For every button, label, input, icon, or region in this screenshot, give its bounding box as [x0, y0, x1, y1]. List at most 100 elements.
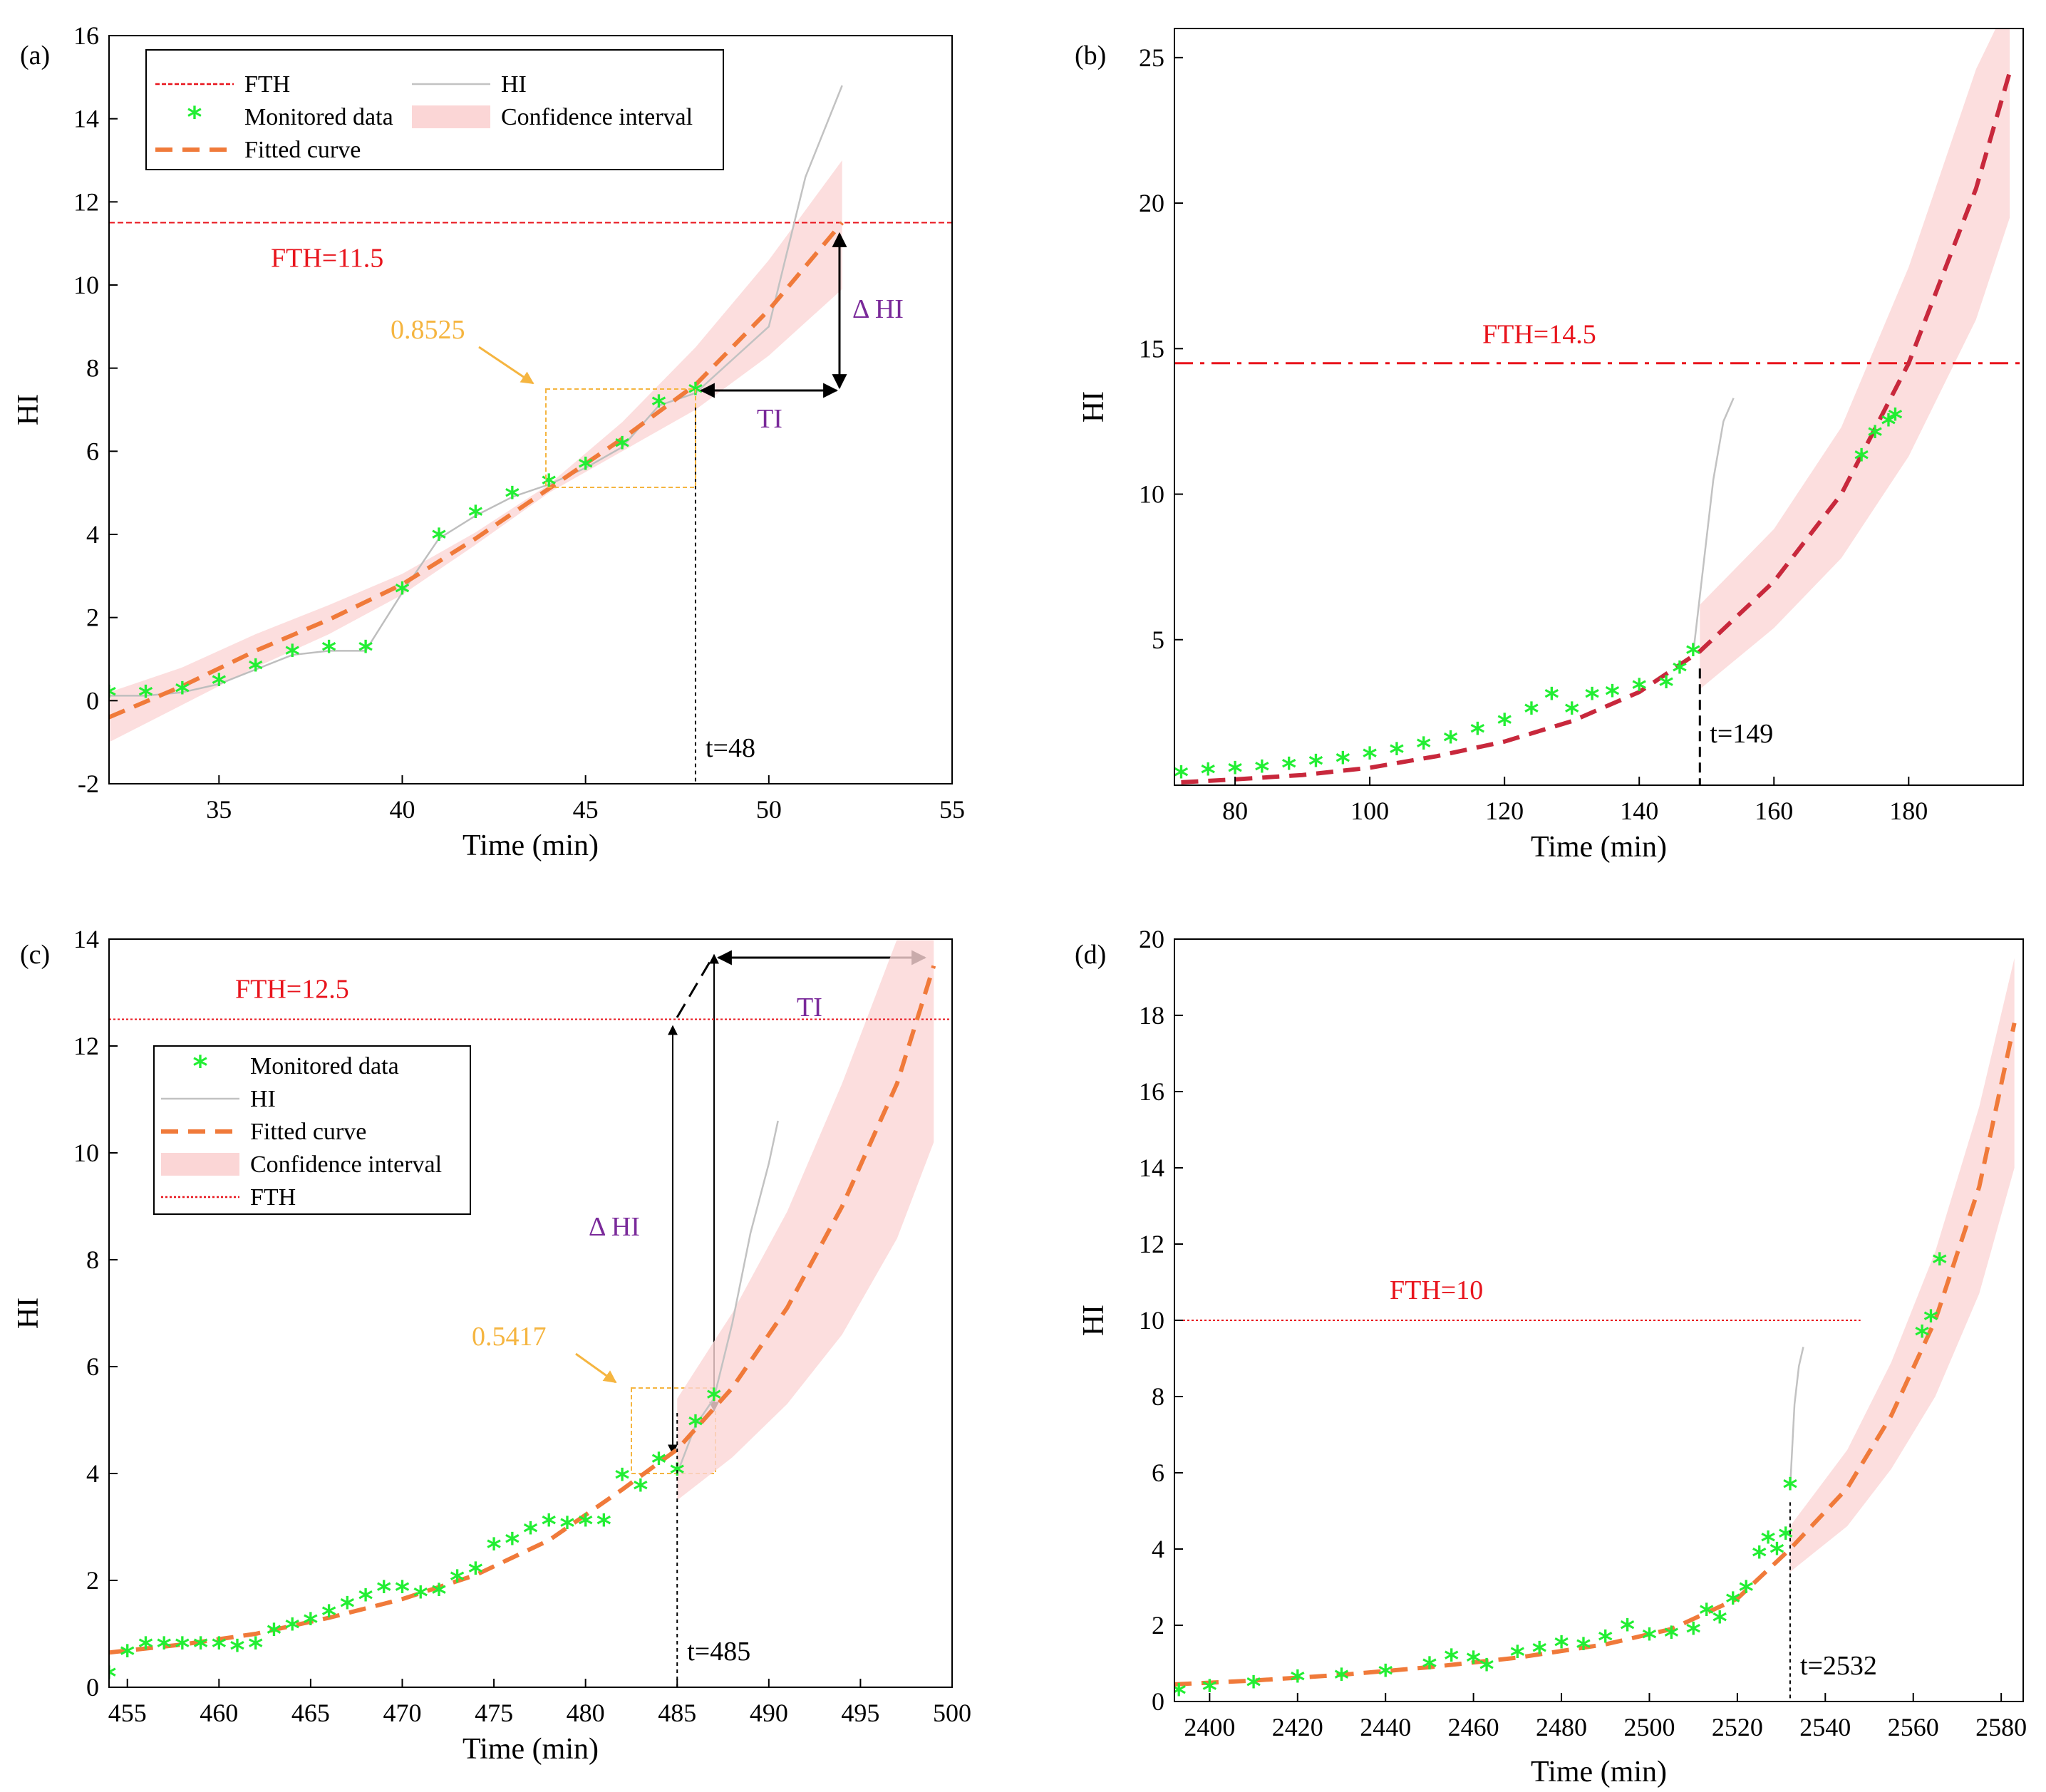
x-tick-label: 2460: [1448, 1713, 1499, 1741]
legend-label: HI: [250, 1086, 276, 1112]
axes-frame: [1174, 28, 2024, 786]
x-tick-label: 460: [200, 1699, 238, 1727]
monitored-data-point: *: [1605, 679, 1620, 712]
x-tick-label: 2480: [1536, 1713, 1587, 1741]
monitored-data-point: *: [468, 500, 483, 533]
confidence-interval-band: [677, 939, 934, 1501]
monitored-data-point: *: [1201, 758, 1216, 791]
monitored-data-point: *: [138, 1632, 153, 1664]
panel-a: * * * * * * * * * * * * * * * * * 35 40 45 50 55 -2 0 2 4 6 8 10 12 14…: [12, 21, 965, 862]
monitored-data-point: *: [1254, 755, 1269, 788]
projection-line: [676, 961, 711, 1018]
legend-monitored-swatch: *: [187, 101, 202, 134]
x-axis-label: Time (min): [1531, 831, 1667, 864]
y-tick-label: 14: [1139, 1154, 1164, 1182]
monitored-data-point: *: [706, 1383, 721, 1416]
monitored-data-point: *: [1868, 420, 1883, 453]
monitored-data-point: *: [1686, 1617, 1701, 1650]
monitored-data-point: *: [120, 1640, 135, 1672]
hi-line: [676, 1120, 779, 1474]
monitored-data-point: *: [1659, 670, 1674, 703]
monitored-data-point: *: [1778, 1522, 1793, 1555]
y-tick-label: 0: [86, 1673, 99, 1702]
y-tick-label: 6: [86, 437, 99, 465]
monitored-data-point: *: [1378, 1659, 1393, 1692]
y-axis-label: HI: [12, 1298, 45, 1329]
ti-label: TI: [797, 993, 822, 1022]
t-label: t=48: [706, 733, 755, 763]
x-tick-label: 120: [1485, 797, 1524, 825]
hi-line: [1789, 1347, 1804, 1488]
monitored-data-point: *: [1510, 1640, 1525, 1673]
monitored-data-point: *: [248, 654, 263, 687]
legend-monitored-swatch: *: [193, 1050, 208, 1083]
monitored-data-point: *: [285, 1613, 300, 1646]
monitored-data-point: *: [1598, 1625, 1613, 1657]
monitored-data-point: *: [505, 482, 520, 514]
monitored-data-point: *: [633, 1474, 648, 1507]
monitored-data-point: *: [1761, 1526, 1776, 1558]
x-tick-label: 50: [756, 795, 782, 824]
monitored-data-point: *: [1422, 1652, 1437, 1684]
y-tick-label: 10: [73, 271, 99, 299]
confidence-interval-band: [1789, 958, 2015, 1573]
y-tick-label: 16: [73, 21, 99, 50]
monitored-data-point: *: [1281, 752, 1296, 784]
monitored-data-point: *: [1752, 1541, 1767, 1574]
monitored-data-point: *: [596, 1508, 611, 1541]
monitored-data-point: *: [651, 390, 666, 423]
highlight-rect: [545, 388, 696, 488]
y-tick-label: 12: [73, 187, 99, 216]
monitored-data-point: *: [1532, 1636, 1547, 1669]
y-tick-label: 18: [1139, 1001, 1164, 1030]
monitored-data-point: *: [340, 1592, 355, 1625]
x-tick-label: 2580: [1975, 1713, 2027, 1741]
monitored-data-point: *: [321, 1600, 336, 1632]
plot-area: * * * * * * * * * * * * * * * * *: [109, 85, 952, 742]
x-tick-label: 470: [383, 1699, 421, 1727]
monitored-data-point: *: [1782, 1472, 1797, 1505]
monitored-data-point: *: [1554, 1630, 1569, 1663]
monitored-data-point: *: [431, 523, 446, 556]
monitored-data-point: *: [1632, 673, 1647, 706]
y-tick-label: 14: [73, 105, 99, 133]
monitored-data-point: *: [1416, 732, 1431, 765]
monitored-data-point: *: [1923, 1305, 1938, 1337]
monitored-data-point: *: [468, 1557, 483, 1590]
y-tick-label: 16: [1139, 1077, 1164, 1106]
x-tick-label: 2540: [1799, 1713, 1851, 1741]
y-tick-label: 20: [1139, 925, 1164, 953]
fth-label: FTH=14.5: [1482, 320, 1596, 350]
delta-hi-label: Δ HI: [589, 1212, 640, 1242]
y-tick-label: 12: [73, 1032, 99, 1060]
monitored-data-point: *: [1466, 1646, 1481, 1679]
legend-label: Fitted curve: [244, 137, 361, 163]
y-tick-label: 14: [73, 925, 99, 953]
monitored-data-point: *: [1172, 1678, 1187, 1711]
x-tick-label: 2420: [1272, 1713, 1323, 1741]
monitored-data-point: *: [1888, 403, 1903, 435]
monitored-data-point: *: [395, 577, 410, 610]
monitored-data-point: *: [523, 1517, 538, 1550]
monitored-data-point: *: [1576, 1632, 1591, 1665]
axes-frame: [108, 35, 953, 784]
legend-ci-swatch: [161, 1153, 239, 1176]
monitored-data-point: *: [138, 680, 153, 713]
monitored-data-point: *: [1564, 697, 1579, 730]
x-tick-label: 2560: [1888, 1713, 1939, 1741]
monitored-data-point: *: [1585, 682, 1600, 715]
monitored-data-point: *: [193, 1632, 208, 1664]
monitored-data-point: *: [175, 677, 190, 710]
highlight-label: 0.8525: [391, 315, 465, 345]
hi-line: [1692, 398, 1735, 655]
monitored-data-point: *: [212, 1632, 227, 1664]
y-tick-label: 10: [1139, 480, 1164, 509]
monitored-data-point: *: [212, 668, 227, 701]
panel-b: * * * * * * * * * * * * * * * * * * * *******80 100 120 140 160…: [153, 28, 2024, 1474]
monitored-data-point: *: [1769, 1537, 1784, 1570]
monitored-data-point: *: [578, 452, 593, 485]
monitored-data-point: *: [1881, 409, 1896, 442]
x-tick-label: 485: [658, 1699, 696, 1727]
monitored-data-point: *: [1642, 1623, 1657, 1656]
monitored-data-point: *: [1479, 1654, 1494, 1687]
